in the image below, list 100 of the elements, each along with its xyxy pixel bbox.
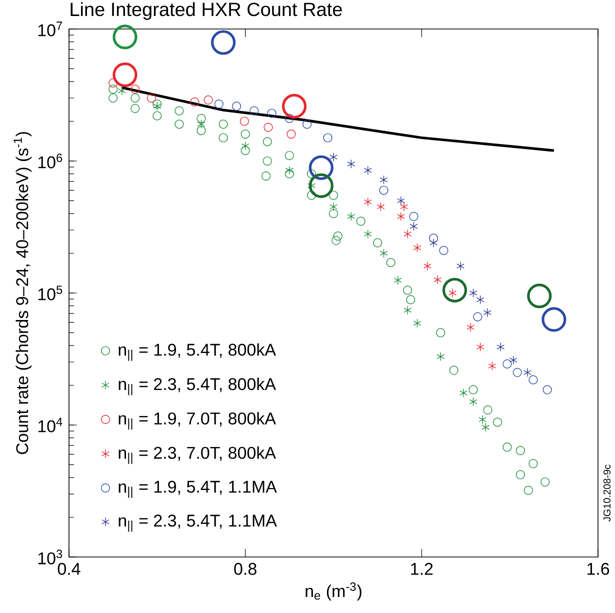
point — [483, 308, 492, 318]
point — [406, 295, 416, 304]
point — [204, 95, 213, 104]
point — [214, 100, 224, 109]
point — [108, 93, 118, 103]
point — [394, 276, 402, 285]
point — [364, 229, 372, 239]
x-tick-label: 0.8 — [234, 562, 256, 575]
point — [347, 159, 356, 168]
point — [434, 275, 442, 284]
chart-title: Line Integrated HXR Count Rate — [70, 2, 342, 20]
point — [396, 212, 405, 222]
y-tick-label: 10$^{7}$ — [38, 22, 62, 36]
point — [240, 146, 250, 156]
point — [476, 342, 484, 352]
x-tick-label: 1.2 — [411, 562, 433, 575]
point — [524, 486, 533, 495]
point — [379, 186, 388, 195]
point — [241, 141, 250, 150]
point — [284, 169, 294, 178]
point — [262, 137, 272, 146]
point — [267, 108, 276, 118]
point — [190, 97, 200, 107]
point — [409, 212, 418, 222]
point — [218, 120, 228, 129]
point — [284, 150, 294, 160]
point — [146, 93, 156, 103]
point — [364, 197, 372, 206]
point — [130, 93, 140, 103]
y-tick-label: 10$^{5}$ — [38, 286, 62, 300]
point — [488, 361, 496, 371]
point — [284, 114, 294, 124]
point — [516, 446, 525, 456]
point — [509, 356, 518, 365]
point — [347, 212, 356, 222]
point — [330, 202, 338, 212]
point — [404, 306, 412, 315]
point — [373, 238, 382, 248]
point — [469, 288, 478, 298]
point — [483, 405, 492, 414]
point — [130, 104, 140, 114]
point — [174, 120, 184, 129]
point — [196, 114, 206, 124]
point — [356, 216, 366, 226]
point — [152, 100, 162, 109]
x-tick-label: 1.6 — [587, 562, 610, 575]
point — [130, 84, 140, 94]
point — [396, 196, 405, 206]
legend-label: n$_{||}$ = 1.9, 7.0T, 800kA — [118, 412, 276, 430]
point — [460, 388, 468, 398]
point — [250, 106, 259, 116]
point — [232, 102, 242, 111]
point — [404, 229, 412, 239]
point — [449, 366, 458, 375]
point — [436, 352, 445, 362]
point — [153, 102, 162, 111]
point — [502, 442, 512, 452]
point — [469, 397, 478, 406]
point — [492, 418, 502, 427]
point — [496, 342, 505, 352]
point — [286, 130, 296, 139]
point — [403, 286, 412, 295]
point — [302, 120, 312, 129]
point — [332, 236, 341, 246]
point — [473, 312, 482, 322]
point — [502, 359, 512, 369]
line-series — [120, 86, 556, 152]
point — [439, 246, 448, 256]
point — [108, 78, 118, 88]
point — [430, 238, 438, 248]
legend-label: n$_{||}$ = 1.9, 5.4T, 800kA — [118, 343, 276, 361]
point — [262, 156, 272, 166]
point — [174, 106, 184, 116]
point — [540, 477, 550, 487]
point — [240, 130, 250, 139]
point — [386, 258, 396, 268]
point — [456, 262, 464, 271]
point — [410, 222, 418, 231]
point — [197, 120, 206, 129]
point — [400, 202, 408, 212]
point — [413, 318, 422, 328]
y-axis-title: Count rate (Chords 9–24, 40–200keV) (s$^{-1}$) — [14, 132, 32, 454]
text: JG10.208-9c — [603, 464, 611, 522]
point — [323, 133, 332, 142]
point — [364, 166, 372, 175]
point — [542, 385, 552, 394]
point — [333, 232, 342, 241]
point — [152, 111, 162, 120]
y-tick-label: 10$^{6}$ — [38, 154, 62, 168]
point — [264, 122, 273, 132]
legend-label: n$_{||}$ = 2.3, 7.0T, 800kA — [118, 446, 276, 464]
point — [528, 459, 538, 468]
x-tick-label: 0.4 — [58, 562, 80, 575]
legend-label: n$_{||}$ = 2.3, 5.4T, 1.1MA — [118, 514, 277, 532]
point — [466, 322, 475, 332]
point — [328, 208, 338, 218]
point — [423, 262, 432, 271]
point — [240, 116, 249, 126]
point — [476, 295, 484, 304]
point — [523, 368, 532, 378]
